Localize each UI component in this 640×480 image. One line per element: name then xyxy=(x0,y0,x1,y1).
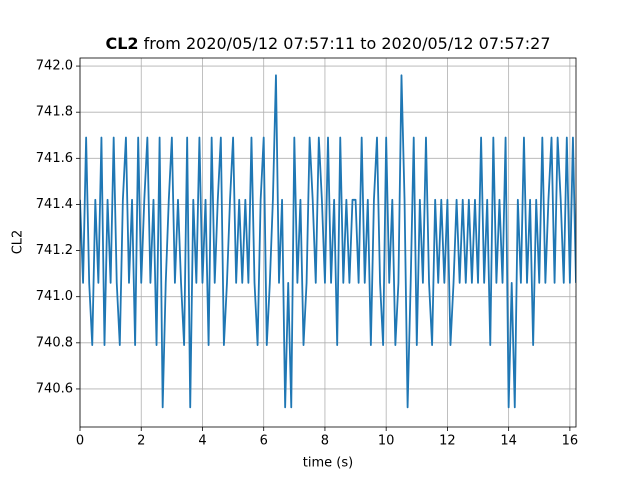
plot-frame xyxy=(79,57,577,428)
y-tick-label: 742.0 xyxy=(36,59,73,74)
x-tick-label: 8 xyxy=(321,434,329,449)
title-text: from 2020/05/12 07:57:11 to 2020/05/12 0… xyxy=(144,34,551,53)
title-bold: CL2 xyxy=(105,34,138,53)
x-tick-label: 2 xyxy=(137,434,145,449)
x-tick-label: 12 xyxy=(439,434,456,449)
x-tick-label: 14 xyxy=(500,434,517,449)
y-tick-label: 741.0 xyxy=(36,289,73,304)
y-tick-label: 741.4 xyxy=(36,197,73,212)
y-tick-label: 740.6 xyxy=(36,381,73,396)
x-tick-label: 10 xyxy=(378,434,395,449)
y-axis-label: CL2 xyxy=(11,230,26,255)
x-axis-label: time (s) xyxy=(303,456,353,471)
x-tick-label: 0 xyxy=(76,434,84,449)
y-tick-label: 740.8 xyxy=(36,335,73,350)
y-tick-label: 741.2 xyxy=(36,243,73,258)
chart-title: CL2 from 2020/05/12 07:57:11 to 2020/05/… xyxy=(105,34,550,53)
y-tick-label: 741.6 xyxy=(36,151,73,166)
x-tick-label: 6 xyxy=(260,434,268,449)
y-tick-label: 741.8 xyxy=(36,105,73,120)
x-tick-label: 16 xyxy=(562,434,579,449)
x-tick-label: 4 xyxy=(198,434,206,449)
data-line xyxy=(80,74,576,409)
